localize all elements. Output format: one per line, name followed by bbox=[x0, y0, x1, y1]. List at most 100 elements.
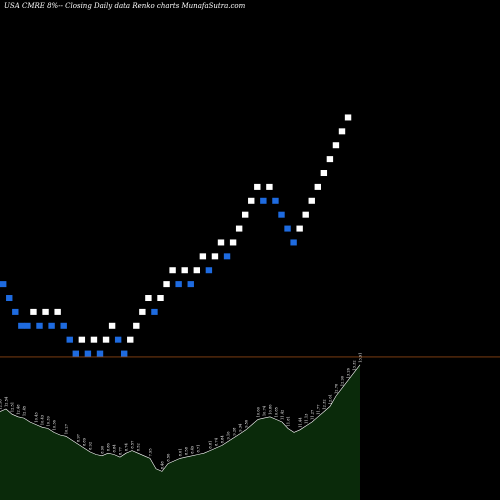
renko-brick-up bbox=[157, 295, 164, 302]
renko-brick-up bbox=[326, 156, 334, 163]
volume-label: 8.57 bbox=[131, 440, 135, 449]
renko-brick-up bbox=[248, 197, 255, 204]
renko-brick-down bbox=[0, 281, 7, 288]
renko-brick-up bbox=[235, 225, 243, 232]
renko-brick-up bbox=[145, 295, 152, 302]
renko-brick-down bbox=[278, 211, 285, 218]
volume-label: 8.81 bbox=[209, 441, 213, 449]
volume-label: 8.48 bbox=[161, 461, 165, 470]
renko-brick-down bbox=[284, 225, 291, 232]
volume-label: 9.28 bbox=[233, 427, 237, 436]
volume-label: 8.74 bbox=[125, 442, 129, 451]
volume-area-group bbox=[0, 364, 361, 500]
renko-brick-up bbox=[163, 281, 170, 288]
volume-label: 10.85 bbox=[275, 406, 279, 417]
renko-brick-up bbox=[217, 239, 225, 246]
volume-label: 11.27 bbox=[311, 409, 315, 420]
renko-brick-down bbox=[6, 295, 13, 302]
renko-brick-up bbox=[30, 308, 37, 315]
renko-brick-down bbox=[18, 322, 25, 329]
renko-brick-down bbox=[84, 350, 92, 357]
volume-label: 8.90 bbox=[101, 445, 105, 454]
renko-brick-up bbox=[229, 239, 237, 246]
renko-brick-down bbox=[272, 197, 279, 204]
volume-label: 11.13 bbox=[305, 413, 309, 424]
volume-label: 12.54 bbox=[5, 396, 9, 407]
renko-brick-up bbox=[90, 336, 98, 343]
renko-brick-up bbox=[139, 308, 146, 315]
renko-brick-up bbox=[42, 308, 49, 315]
volume-label: 12.90 bbox=[341, 375, 345, 386]
renko-brick-down bbox=[260, 197, 267, 204]
renko-brick-down bbox=[187, 281, 194, 288]
volume-label: 8.84 bbox=[221, 435, 225, 444]
renko-brick-up bbox=[127, 336, 134, 343]
volume-line bbox=[0, 364, 361, 472]
renko-brick-up bbox=[254, 183, 261, 190]
volume-label: 10.43 bbox=[41, 414, 45, 425]
volume-label: 8.77 bbox=[119, 446, 123, 455]
renko-brick-down bbox=[60, 322, 67, 329]
renko-brick-up bbox=[314, 183, 321, 190]
volume-label: 10.60 bbox=[257, 406, 261, 417]
volume-label: 8.86 bbox=[107, 442, 111, 451]
renko-brick-up bbox=[169, 267, 176, 274]
volume-label: 12.32 bbox=[323, 399, 327, 409]
volume-label: 11.77 bbox=[317, 404, 321, 415]
volume-label: 8.56 bbox=[167, 453, 171, 462]
renko-brick-down bbox=[223, 253, 231, 260]
renko-brick-down bbox=[96, 350, 104, 357]
volume-label: 12.76 bbox=[335, 383, 339, 394]
volume-label: 11.42 bbox=[281, 410, 285, 420]
volume-label: 12.61 bbox=[329, 394, 333, 404]
renko-brick-up bbox=[78, 336, 86, 343]
renko-brick-up bbox=[242, 211, 249, 218]
renko-bricks-group bbox=[0, 114, 352, 357]
renko-brick-down bbox=[24, 322, 31, 329]
renko-brick-down bbox=[175, 281, 182, 288]
renko-brick-up bbox=[199, 253, 207, 260]
renko-brick-up bbox=[332, 142, 340, 149]
volume-label: 8.92 bbox=[89, 442, 93, 450]
volume-label: 10.36 bbox=[53, 419, 57, 430]
volume-label: 9.56 bbox=[245, 419, 249, 428]
volume-label: 8.89 bbox=[83, 437, 87, 446]
volume-label: 10.74 bbox=[263, 405, 267, 416]
volume-label: 9.34 bbox=[239, 423, 243, 432]
volume-label: 8.74 bbox=[215, 437, 219, 446]
renko-brick-down bbox=[205, 267, 213, 274]
volume-area bbox=[0, 364, 360, 500]
volume-label: 11.81 bbox=[287, 416, 291, 426]
renko-brick-up bbox=[302, 211, 309, 218]
renko-brick-down bbox=[151, 308, 158, 315]
volume-label: 8.61 bbox=[179, 448, 183, 456]
volume-label: 7.95 bbox=[149, 448, 153, 457]
renko-brick-down bbox=[114, 336, 122, 343]
renko-brick-up bbox=[338, 128, 346, 135]
renko-brick-up bbox=[266, 183, 273, 190]
volume-label: 13.32 bbox=[353, 360, 357, 370]
volume-label: 12.45 bbox=[23, 405, 27, 416]
volume-label: 8.52 bbox=[137, 443, 141, 451]
renko-brick-down bbox=[66, 336, 73, 343]
volume-label: 10.27 bbox=[65, 423, 69, 434]
renko-brick-up bbox=[308, 197, 315, 204]
renko-brick-down bbox=[36, 322, 43, 329]
renko-brick-down bbox=[290, 239, 297, 246]
renko-brick-up bbox=[133, 322, 140, 329]
renko-brick-down bbox=[72, 350, 79, 357]
volume-label: 8.58 bbox=[185, 446, 189, 455]
volume-label: 11.44 bbox=[299, 417, 303, 428]
volume-label: 12.51 bbox=[11, 402, 15, 412]
volume-label: 10.43 bbox=[35, 412, 39, 423]
volume-label: 13.91 bbox=[359, 353, 363, 363]
volume-label: 8.71 bbox=[197, 444, 201, 452]
renko-brick-down bbox=[48, 322, 55, 329]
volume-label: 12.48 bbox=[17, 404, 21, 415]
renko-brick-down bbox=[121, 350, 128, 357]
renko-brick-up bbox=[108, 322, 116, 329]
renko-brick-up bbox=[211, 253, 219, 260]
